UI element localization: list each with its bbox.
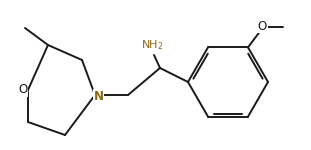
Text: O: O	[18, 83, 27, 96]
Text: N: N	[94, 90, 104, 102]
Text: O: O	[258, 20, 267, 33]
Text: NH$_2$: NH$_2$	[141, 38, 163, 52]
